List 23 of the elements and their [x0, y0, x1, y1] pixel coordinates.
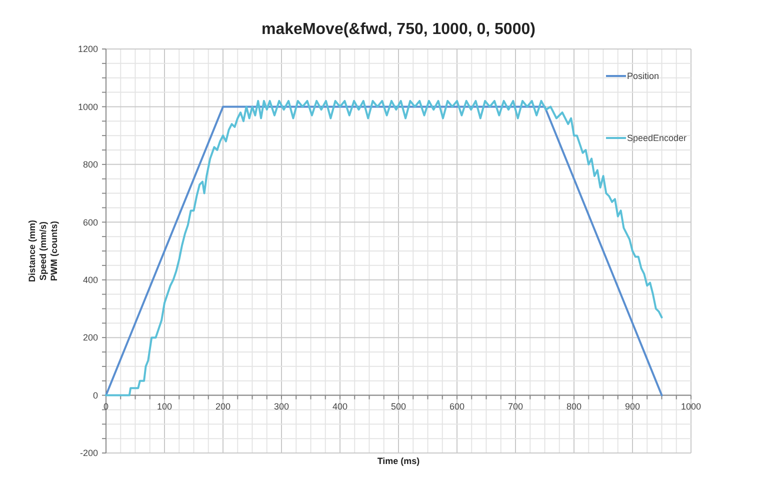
chart-title: makeMove(&fwd, 750, 1000, 0, 5000)	[262, 21, 536, 38]
x-tick-label: 200	[215, 401, 231, 412]
x-tick-label: 400	[332, 401, 348, 412]
legend-label: Position	[627, 71, 660, 82]
x-tick-label: 1000	[680, 401, 702, 412]
y-tick-label: 1200	[78, 44, 98, 54]
y-tick-label: 200	[82, 332, 98, 343]
y-tick-label: 0	[92, 390, 98, 400]
y-tick-label: -200	[80, 448, 98, 458]
x-tick-label: 300	[274, 401, 290, 412]
y-axis-title: Distance (mm) Speed (mm/s) PWM (counts)	[27, 220, 59, 282]
x-tick-label: 700	[508, 401, 524, 412]
x-axis-title: Time (ms)	[377, 456, 420, 466]
y-tick-label: 1000	[78, 102, 98, 112]
y-tick-label: 400	[82, 275, 98, 286]
x-tick-label: 100	[156, 401, 172, 412]
legend-label: SpeedEncoder	[627, 133, 687, 144]
x-tick-label: 900	[624, 401, 640, 412]
y-tick-label: 800	[82, 160, 98, 170]
x-tick-label: 600	[449, 401, 465, 412]
x-tick-label: 800	[566, 401, 582, 412]
x-tick-label: 500	[390, 401, 406, 412]
y-tick-label: 600	[82, 217, 98, 228]
